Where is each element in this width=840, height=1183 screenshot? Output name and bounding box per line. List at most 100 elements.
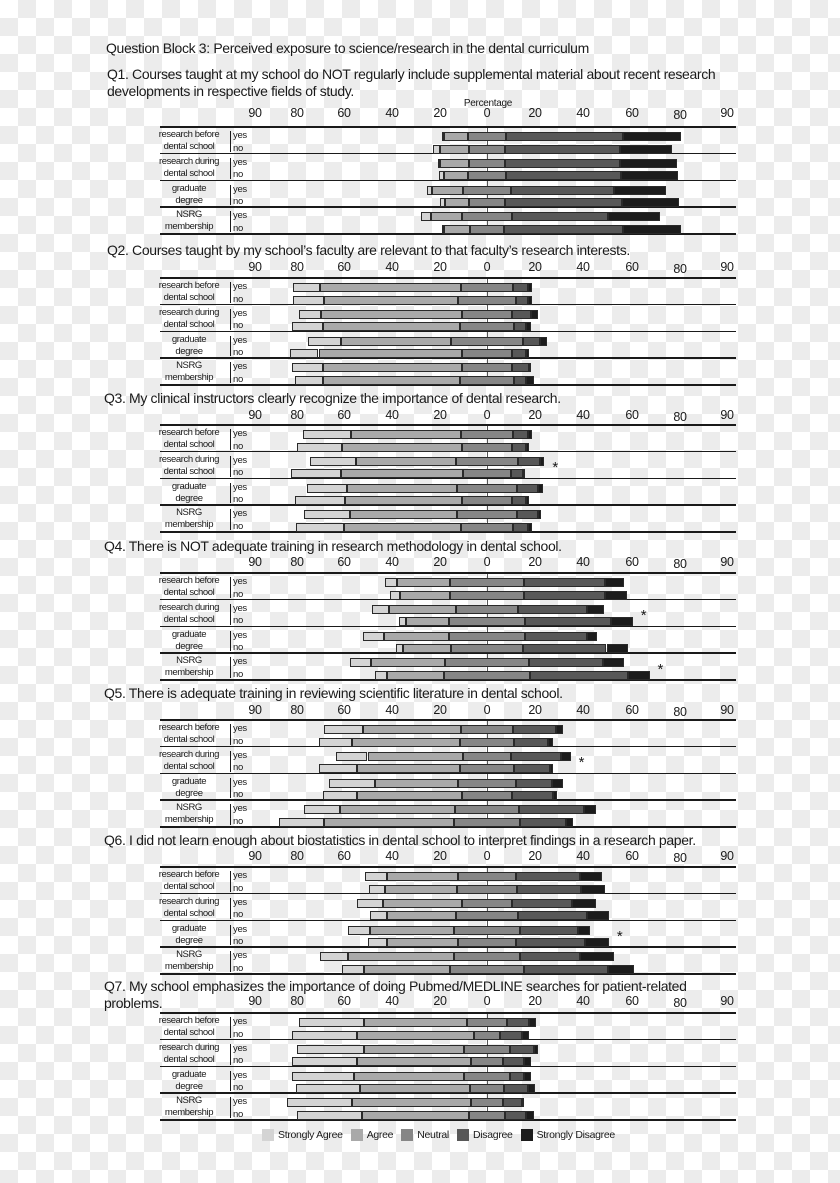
bar-segment-agree xyxy=(397,578,450,587)
bar-segment-disagree xyxy=(512,791,553,801)
legend-item: Agree xyxy=(350,1129,394,1142)
bar-segment-strongly-agree xyxy=(385,578,398,587)
chart-border xyxy=(160,1119,736,1122)
bar-segment-strongly-agree xyxy=(421,212,431,222)
bar-segment-neutral xyxy=(455,456,519,466)
bar-segment-disagree xyxy=(504,198,623,208)
bar-segment-strongly-disagree xyxy=(526,349,529,359)
bar-segment-agree xyxy=(324,817,454,827)
legend-swatch xyxy=(401,1129,414,1142)
tick-label: 90 xyxy=(248,408,262,422)
group-label-line: research before xyxy=(158,129,220,140)
row-label: yes xyxy=(233,1042,247,1054)
bar-segment-disagree xyxy=(513,283,528,292)
block-title: Question Block 3: Perceived exposure to … xyxy=(106,40,589,56)
tick-label: 60 xyxy=(337,408,351,422)
bar-segment-agree xyxy=(445,198,470,208)
row-label: yes xyxy=(233,629,247,641)
bar-segment-strongly-agree xyxy=(440,198,446,208)
row-label: yes xyxy=(233,130,247,141)
group-label: NSRG membership xyxy=(150,360,228,383)
bar-segment-agree xyxy=(371,658,446,668)
bar-segment-disagree xyxy=(512,363,529,373)
bar-segment-disagree xyxy=(530,670,628,680)
tick-label: 90 xyxy=(720,994,734,1008)
bar-segment-agree xyxy=(443,132,468,141)
bar-segment-strongly-agree xyxy=(296,1110,362,1120)
group-divider xyxy=(160,450,736,453)
group-label-line: membership xyxy=(164,814,214,826)
bar-segment-disagree xyxy=(525,617,612,627)
bar-segment-disagree xyxy=(512,496,527,506)
chart-border xyxy=(160,572,736,574)
group-label-line: NSRG xyxy=(176,507,202,519)
tick-label: 20 xyxy=(433,849,447,863)
bar-segment-agree xyxy=(430,212,462,222)
group-label: research during dental school xyxy=(150,156,228,179)
bar-segment-neutral xyxy=(464,1044,510,1054)
tick-label: 80 xyxy=(290,703,304,717)
row-label: yes xyxy=(233,803,247,815)
group-divider xyxy=(160,919,736,922)
group-label-line: NSRG xyxy=(176,209,202,221)
bar-segment-agree xyxy=(363,1018,467,1027)
tick-label: 80 xyxy=(673,996,687,1010)
bar-segment-neutral xyxy=(463,751,511,761)
group-label-line: dental school xyxy=(163,881,215,892)
bar-segment-strongly-disagree xyxy=(620,171,679,181)
bar-segment-strongly-agree xyxy=(369,911,387,921)
bar-segment-strongly-disagree xyxy=(527,295,533,305)
group-label-line: degree xyxy=(175,194,203,206)
bar-segment-agree xyxy=(443,171,468,181)
group-label-line: dental school xyxy=(163,167,215,179)
bar-segment-neutral xyxy=(453,952,521,962)
bar-segment-neutral xyxy=(470,224,504,234)
group-label-line: degree xyxy=(175,640,203,652)
tick-label: 90 xyxy=(248,106,262,120)
bar-segment-strongly-disagree xyxy=(619,144,673,154)
bar-segment-neutral xyxy=(461,496,513,506)
group-label-line: dental school xyxy=(163,1053,215,1065)
bar-segment-strongly-agree xyxy=(390,590,400,600)
group-label-line: NSRG xyxy=(176,1095,202,1107)
row-label: no xyxy=(233,320,243,332)
bar-segment-agree xyxy=(432,185,464,195)
group-label-line: research before xyxy=(158,1015,220,1026)
group-label-line: research during xyxy=(158,748,219,760)
group-label: research during dental school xyxy=(150,602,228,625)
row-label: no xyxy=(233,494,243,506)
label-separator xyxy=(230,603,231,625)
row-label: yes xyxy=(233,656,247,668)
bar-segment-disagree xyxy=(522,336,540,346)
legend-item: Disagree xyxy=(456,1129,513,1142)
bar-segment-disagree xyxy=(513,725,557,734)
bar-segment-neutral xyxy=(449,964,525,974)
group-label: research during dental school xyxy=(150,454,228,477)
bar-segment-strongly-agree xyxy=(307,336,342,346)
bar-segment-strongly-agree xyxy=(302,430,351,439)
bar-segment-agree xyxy=(383,898,462,908)
group-divider xyxy=(160,504,736,506)
bar-segment-strongly-agree xyxy=(310,456,356,466)
bar-segment-neutral xyxy=(455,604,519,614)
tick-label: 60 xyxy=(337,555,351,569)
bar-segment-agree xyxy=(361,1110,470,1120)
row-label: yes xyxy=(233,307,247,319)
group-label-line: dental school xyxy=(163,907,215,919)
chart-border xyxy=(160,719,736,721)
bar-segment-strongly-agree xyxy=(289,349,319,359)
bar-segment-neutral xyxy=(461,442,513,452)
group-label-line: degree xyxy=(175,1080,203,1092)
bar-segment-strongly-disagree xyxy=(581,884,606,894)
tick-label: 80 xyxy=(673,851,687,865)
tick-label: 20 xyxy=(528,849,542,863)
row-label: no xyxy=(233,196,243,208)
bar-segment-disagree xyxy=(509,1044,534,1054)
axis-label: Percentage xyxy=(463,98,513,109)
bar-segment-neutral xyxy=(466,1018,508,1027)
bar-segment-neutral xyxy=(445,658,529,668)
group-label-line: dental school xyxy=(163,141,215,152)
label-separator xyxy=(230,777,231,799)
tick-label: 80 xyxy=(673,410,687,424)
tick-label: 40 xyxy=(576,994,590,1008)
